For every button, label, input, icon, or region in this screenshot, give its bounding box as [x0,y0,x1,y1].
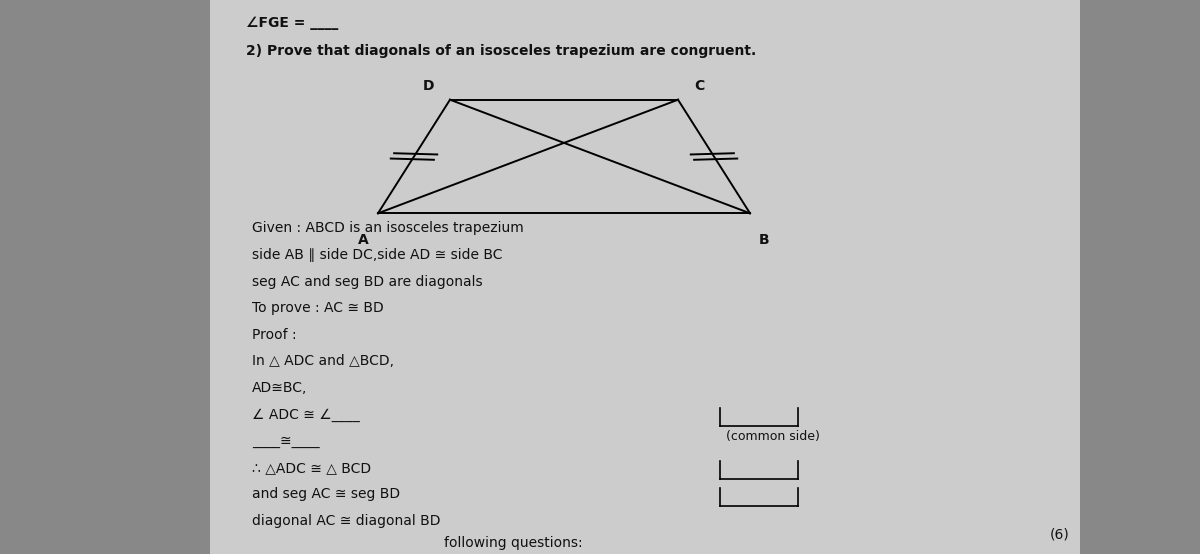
Text: D: D [422,79,434,93]
Text: AD≅BC,: AD≅BC, [252,381,307,395]
Text: ∴ △ADC ≅ △ BCD: ∴ △ADC ≅ △ BCD [252,461,371,475]
Text: Given : ABCD is an isosceles trapezium: Given : ABCD is an isosceles trapezium [252,222,523,235]
FancyBboxPatch shape [210,0,1080,554]
Text: seg AC and seg BD are diagonals: seg AC and seg BD are diagonals [252,275,482,289]
Text: (6): (6) [1050,528,1069,542]
Text: C: C [695,79,704,93]
Text: A: A [359,233,368,247]
Text: To prove : AC ≅ BD: To prove : AC ≅ BD [252,301,384,315]
Text: following questions:: following questions: [444,536,583,550]
Text: B: B [760,233,769,247]
Text: diagonal AC ≅ diagonal BD: diagonal AC ≅ diagonal BD [252,514,440,528]
Text: ∠ ADC ≅ ∠____: ∠ ADC ≅ ∠____ [252,408,360,422]
Text: ∠FGE = ____: ∠FGE = ____ [246,17,338,30]
Text: ____≅____: ____≅____ [252,434,319,448]
Text: 2) Prove that diagonals of an isosceles trapezium are congruent.: 2) Prove that diagonals of an isosceles … [246,44,756,58]
Text: and seg AC ≅ seg BD: and seg AC ≅ seg BD [252,488,400,501]
Text: (common side): (common side) [726,430,820,443]
Text: side AB ∥ side DC,side AD ≅ side BC: side AB ∥ side DC,side AD ≅ side BC [252,248,503,262]
Text: Proof :: Proof : [252,328,296,342]
Text: In △ ADC and △BCD,: In △ ADC and △BCD, [252,355,394,368]
